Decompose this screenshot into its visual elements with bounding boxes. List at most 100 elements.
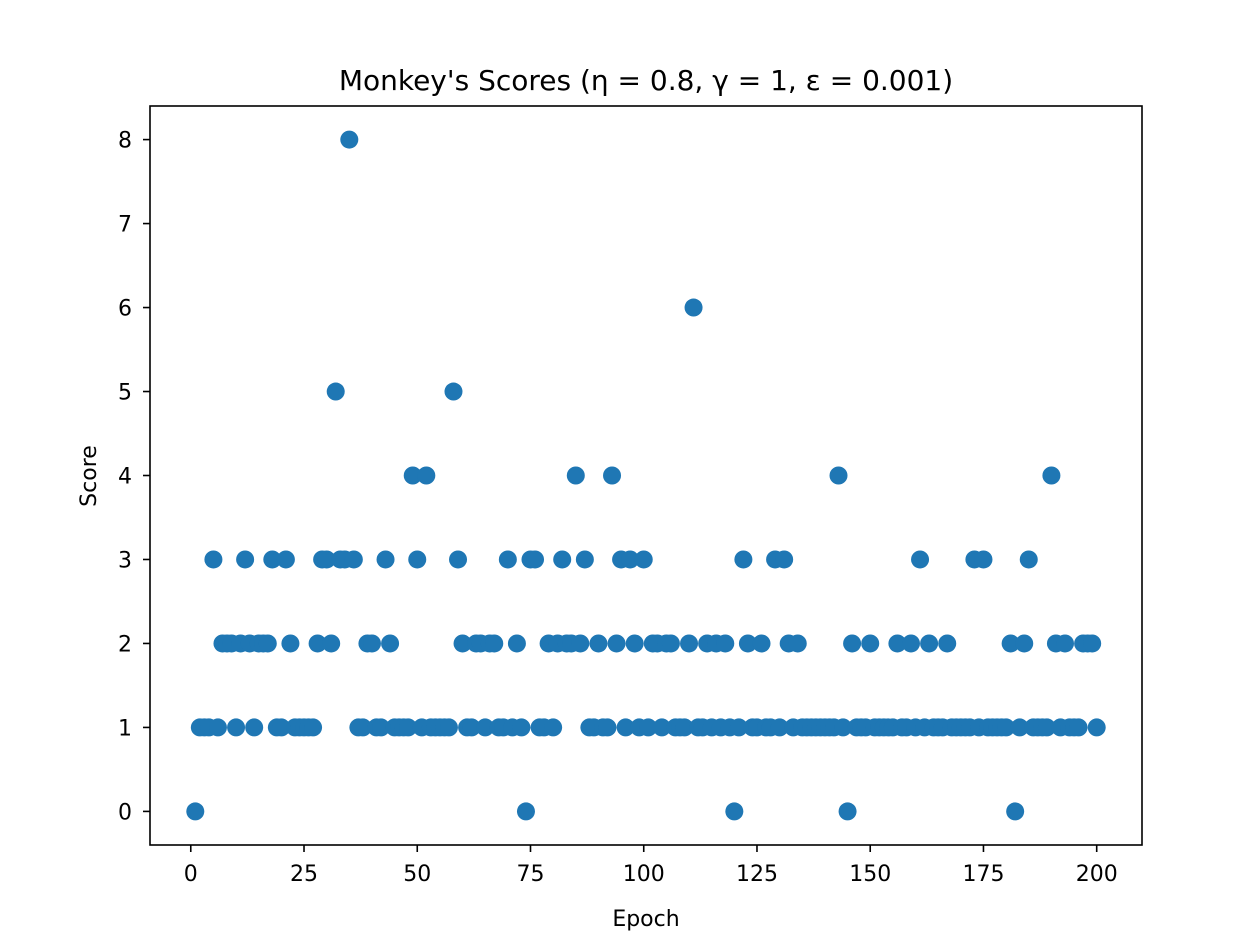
data-point	[1019, 550, 1038, 569]
data-point	[725, 802, 744, 821]
data-point	[381, 634, 400, 653]
data-point	[675, 718, 694, 737]
data-point	[553, 550, 572, 569]
y-tick-label: 8	[118, 129, 132, 154]
data-point	[843, 634, 862, 653]
data-point	[901, 634, 920, 653]
data-point	[507, 634, 526, 653]
x-tick-label: 200	[1076, 862, 1118, 887]
data-point	[326, 382, 345, 401]
data-point	[258, 634, 277, 653]
data-point	[1010, 718, 1029, 737]
data-point	[838, 802, 857, 821]
data-point	[616, 718, 635, 737]
x-tick-label: 125	[736, 862, 778, 887]
data-point	[634, 550, 653, 569]
data-point	[1055, 634, 1074, 653]
data-point	[526, 550, 545, 569]
data-point	[399, 718, 418, 737]
data-point	[680, 634, 699, 653]
data-point	[322, 634, 341, 653]
data-point	[861, 634, 880, 653]
x-tick-label: 50	[403, 862, 431, 887]
data-point	[276, 550, 295, 569]
data-point	[1001, 634, 1020, 653]
data-point	[575, 550, 594, 569]
data-point	[621, 550, 640, 569]
data-point	[603, 466, 622, 485]
y-tick-label: 5	[118, 381, 132, 406]
data-point	[227, 718, 246, 737]
data-point	[516, 802, 535, 821]
y-axis: 0 1 2 3 4 5 6 7 8	[118, 129, 150, 825]
data-point	[639, 718, 658, 737]
data-point	[1069, 718, 1088, 737]
data-point	[788, 634, 807, 653]
data-point	[317, 550, 336, 569]
y-tick-label: 2	[118, 632, 132, 657]
data-point	[997, 718, 1016, 737]
x-tick-label: 25	[290, 862, 318, 887]
data-point	[834, 718, 853, 737]
data-point	[770, 718, 789, 737]
y-tick-label: 0	[118, 800, 132, 825]
data-point	[1042, 466, 1061, 485]
data-point	[236, 550, 255, 569]
data-point	[449, 550, 468, 569]
data-point	[734, 550, 753, 569]
data-point	[403, 466, 422, 485]
data-point	[684, 298, 703, 317]
x-axis-label: Epoch	[612, 907, 679, 932]
data-point	[245, 718, 264, 737]
data-point	[1087, 718, 1106, 737]
x-tick-label: 75	[516, 862, 544, 887]
data-point	[304, 718, 323, 737]
y-tick-label: 3	[118, 548, 132, 573]
x-tick-label: 0	[184, 862, 198, 887]
data-point	[752, 634, 771, 653]
data-point	[476, 718, 495, 737]
data-point	[1006, 802, 1025, 821]
data-point	[974, 550, 993, 569]
y-tick-label: 6	[118, 297, 132, 322]
data-point	[775, 550, 794, 569]
data-point	[661, 634, 680, 653]
data-point	[571, 634, 590, 653]
data-point	[439, 718, 458, 737]
data-point	[372, 718, 391, 737]
y-axis-label: Score	[77, 445, 102, 507]
data-point	[738, 634, 757, 653]
data-point	[1015, 634, 1034, 653]
data-point	[625, 634, 644, 653]
x-tick-label: 100	[623, 862, 665, 887]
x-axis: 0 25 50 75 100 125 150 175 200	[184, 845, 1118, 887]
data-point	[920, 634, 939, 653]
y-tick-label: 1	[118, 716, 132, 741]
data-point	[589, 634, 608, 653]
data-point	[308, 634, 327, 653]
data-point	[263, 550, 282, 569]
data-point	[652, 718, 671, 737]
data-point	[485, 634, 504, 653]
data-point	[444, 382, 463, 401]
data-point	[462, 718, 481, 737]
y-tick-label: 7	[118, 213, 132, 238]
data-point	[911, 550, 930, 569]
chart-title: Monkey's Scores (η = 0.8, γ = 1, ε = 0.0…	[339, 64, 953, 97]
data-point	[607, 634, 626, 653]
data-point	[376, 550, 395, 569]
data-point	[340, 130, 359, 149]
data-point	[281, 634, 300, 653]
data-point	[408, 550, 427, 569]
data-point	[208, 718, 227, 737]
data-point	[353, 718, 372, 737]
data-point	[362, 634, 381, 653]
data-point	[888, 634, 907, 653]
data-point	[938, 634, 957, 653]
data-point	[544, 718, 563, 737]
data-point	[829, 466, 848, 485]
plot-area	[186, 130, 1106, 821]
data-point	[729, 718, 748, 737]
data-point	[512, 718, 531, 737]
